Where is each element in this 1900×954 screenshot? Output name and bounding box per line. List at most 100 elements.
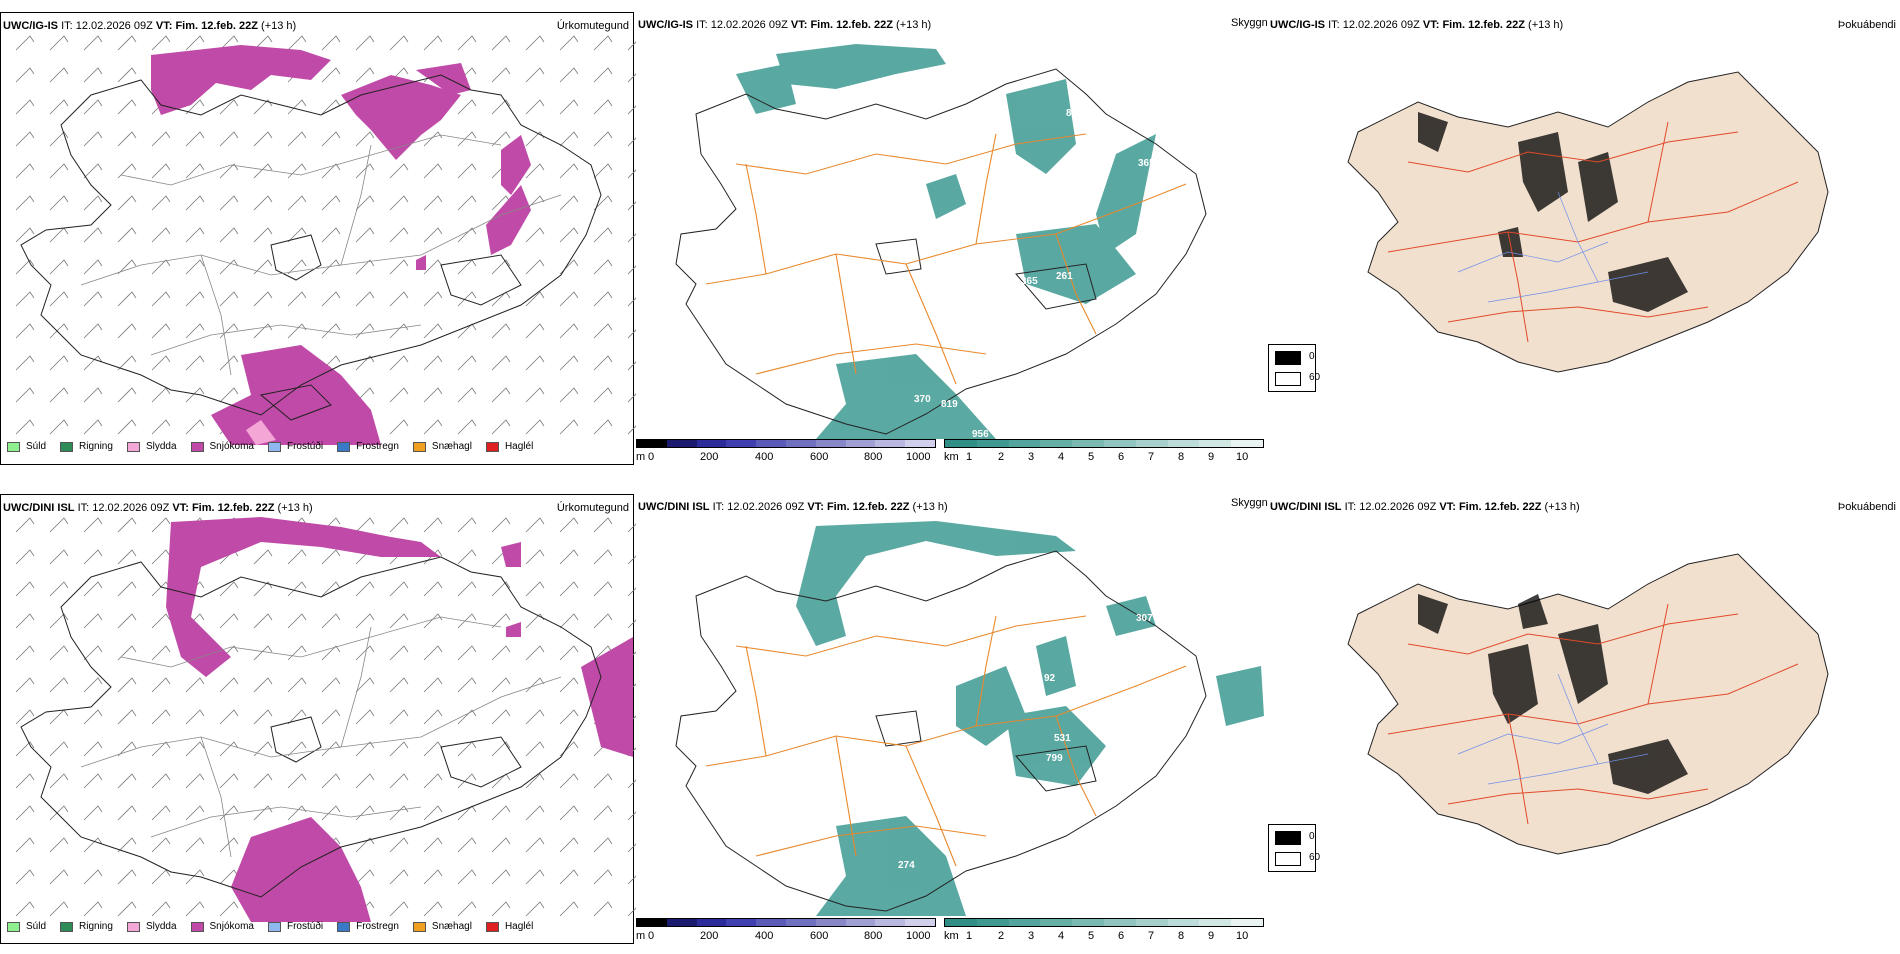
fog-key-swatch-light [1275,372,1301,386]
wind-barb [83,613,103,629]
wind-barb [219,35,239,51]
wind-barb [219,901,239,917]
legend-swatch [412,921,426,932]
wind-barb [389,291,409,307]
tick-label: 600 [810,930,829,942]
visibility-map: 342 806 365 151 365 261 493 370 819 956 [675,44,1207,440]
wind-barb [525,645,545,661]
wind-barb [491,677,511,693]
wind-barb [49,227,69,243]
wind-barb [49,195,69,211]
wind-barb [355,709,375,725]
wind-barb [151,869,171,885]
wind-barb [253,581,273,597]
wind-barb [355,773,375,789]
tick-label: 1 [966,930,973,942]
wind-barb [185,773,205,789]
wind-barb [559,581,579,597]
vis-label: 274 [898,860,915,871]
wind-barb [457,291,477,307]
legend-item: Snæhagl [412,441,472,452]
visibility-colorbar: km 1 2 3 4 5 6 7 8 9 10 [944,918,1264,954]
wind-barb [185,677,205,693]
wind-barb [185,869,205,885]
wind-barb [117,549,137,565]
wind-barb [287,741,307,757]
wind-barb [593,67,613,83]
wind-barb [423,901,443,917]
fog-map [1347,71,1829,373]
fog-key-label: 0 [1309,351,1315,362]
vis-label: 583 [848,643,865,654]
wind-barb [321,549,341,565]
wind-barb [423,195,443,211]
panel-header: UWC/DINI ISL IT: 12.02.2026 09Z VT: Fim.… [3,502,313,514]
vis-label: 819 [941,399,958,410]
wind-barb [525,677,545,693]
wind-barb [355,355,375,371]
wind-barb [49,259,69,275]
wind-barb [593,291,613,307]
wind-barb [491,613,511,629]
wind-barb [559,323,579,339]
vis-label: 372 [952,733,969,744]
tick-label: 200 [700,451,719,463]
wind-barb [593,99,613,115]
tick-label: 7 [1148,930,1155,942]
wind-barb [559,419,579,435]
wind-barb [253,259,273,275]
wind-barb [219,163,239,179]
wind-barb [83,581,103,597]
wind-barb [49,869,69,885]
wind-barb [525,709,545,725]
panel-title: Þokuábendi [1837,19,1896,31]
wind-barb [389,387,409,403]
wind-barb [49,419,69,435]
wind-barb [151,419,171,435]
wind-barb [117,291,137,307]
wind-barb [49,163,69,179]
wind-barb [525,613,545,629]
height-colorbar: m 0 200 400 600 800 1000 [636,439,936,475]
wind-barb [49,805,69,821]
wind-barb [559,67,579,83]
wind-barb [491,741,511,757]
wind-barb [457,581,477,597]
wind-barb [593,549,613,565]
wind-barb [15,581,35,597]
wind-barb [559,35,579,51]
wind-barb [117,35,137,51]
precip-panel-row1: UWC/IG-IS IT: 12.02.2026 09Z VT: Fim. 12… [0,12,647,465]
vis-label: 365 [1138,158,1155,169]
wind-barb [219,581,239,597]
wind-barb [253,131,273,147]
unit-label: m [636,930,646,942]
wind-barb [525,517,545,533]
legend-swatch [7,441,20,452]
wind-barb [287,773,307,789]
wind-barb [117,581,137,597]
tick-label: 4 [1058,451,1065,463]
legend-swatch [126,441,140,452]
wind-barb [151,901,171,917]
wind-barb [15,773,35,789]
legend-swatch [60,441,74,452]
unit-label: km [944,451,959,463]
wind-barb [83,741,103,757]
wind-barb [15,805,35,821]
wind-barb [321,227,341,243]
wind-barb [151,549,171,565]
fog-key-swatch-dark [1275,351,1301,365]
wind-barb [525,227,545,243]
wind-barb [83,259,103,275]
wind-barb [457,163,477,179]
wind-barb [559,163,579,179]
wind-barb [389,35,409,51]
vis-label: 365 [1021,276,1038,287]
wind-barb [15,67,35,83]
legend-swatch [267,921,281,932]
wind-barb [321,99,341,115]
legend-item: Snjókoma [190,441,254,452]
wind-barb [355,741,375,757]
fog-key-label: 60 [1309,852,1321,863]
